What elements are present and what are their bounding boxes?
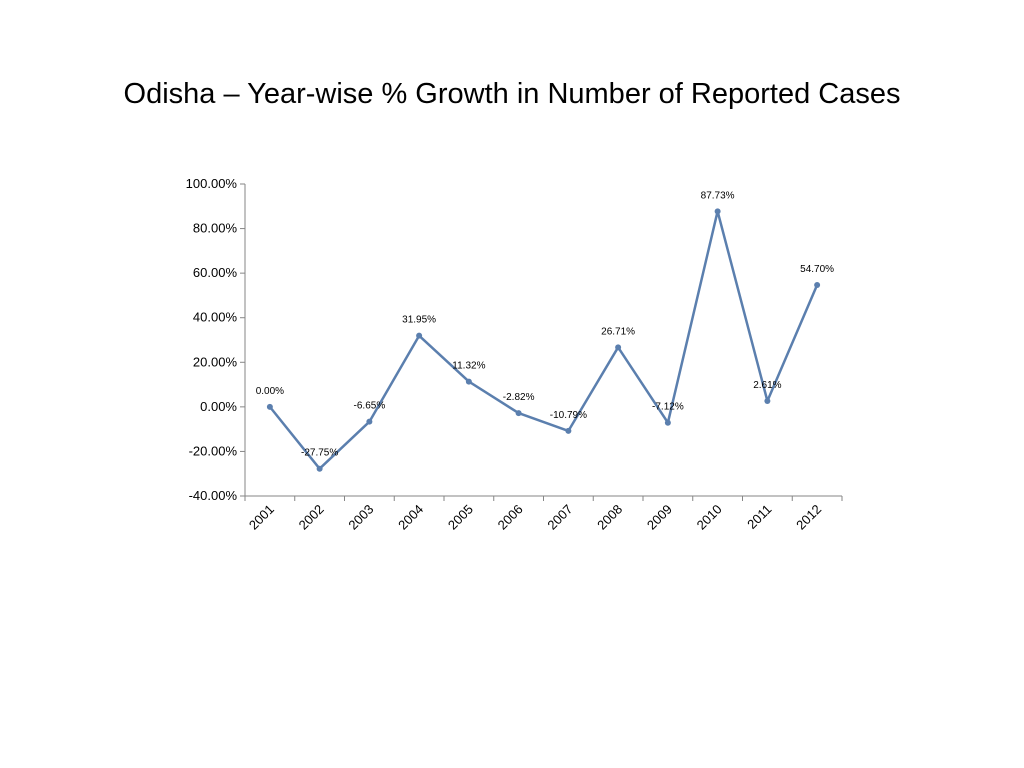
data-label: -6.65% (354, 401, 386, 412)
data-point (615, 344, 622, 351)
data-point (565, 427, 572, 434)
x-tick-label: 2002 (296, 502, 327, 533)
x-tick-label: 2005 (445, 502, 476, 533)
data-point (416, 332, 423, 339)
x-tick-label: 2011 (744, 502, 774, 532)
data-label: 0.00% (256, 386, 284, 397)
x-axis-ticks: 2001 2002 2003 2004 2005 2006 2007 2008 2009 2010… (244, 496, 843, 533)
data-point (664, 419, 671, 426)
data-point (465, 378, 472, 385)
x-tick-label: 2004 (395, 502, 426, 533)
x-tick-label: 2003 (345, 502, 376, 533)
y-tick-label: 80.00% (193, 221, 238, 236)
y-tick-label: 100.00% (186, 176, 238, 191)
data-label: -10.79% (550, 410, 587, 421)
series-group (266, 208, 821, 472)
y-axis-ticks: 100.00% 80.00% 60.00% 40.00% 20.00% 0.00% -20.… (186, 176, 245, 503)
data-point (814, 281, 821, 288)
x-tick-label: 2012 (793, 502, 824, 533)
data-label: -2.82% (503, 392, 535, 403)
data-label: -7.12% (652, 402, 684, 413)
y-tick-label: 40.00% (193, 310, 238, 325)
series-line (268, 210, 819, 470)
slide-title: Odisha – Year-wise % Growth in Number of… (123, 78, 901, 110)
data-point (366, 418, 373, 425)
x-tick-label: 2006 (495, 502, 526, 533)
data-point (266, 403, 273, 410)
x-tick-label: 2009 (644, 502, 675, 533)
data-label: -27.75% (301, 448, 338, 459)
y-tick-label: -40.00% (189, 488, 238, 503)
data-label: 2.61% (753, 380, 781, 391)
data-label: 31.95% (402, 315, 436, 326)
data-label: 11.32% (452, 361, 485, 372)
data-label: 54.70% (800, 264, 834, 275)
x-tick-label: 2001 (246, 502, 277, 533)
y-tick-label: 60.00% (193, 265, 238, 280)
y-tick-label: 0.00% (200, 399, 237, 414)
x-tick-label: 2008 (594, 502, 625, 533)
x-tick-label: 2007 (544, 502, 575, 533)
y-tick-label: 20.00% (193, 354, 238, 369)
data-point (714, 208, 721, 215)
data-point (515, 410, 522, 417)
data-label: 87.73% (701, 190, 735, 201)
y-tick-label: -20.00% (189, 443, 238, 458)
data-label: 26.71% (601, 326, 635, 337)
data-point (316, 465, 323, 472)
x-tick-label: 2010 (694, 502, 725, 533)
data-labels: 0.00% -27.75% -6.65% 31.95% 11.32% -2.82% -10.… (256, 190, 834, 458)
data-point (764, 398, 771, 405)
